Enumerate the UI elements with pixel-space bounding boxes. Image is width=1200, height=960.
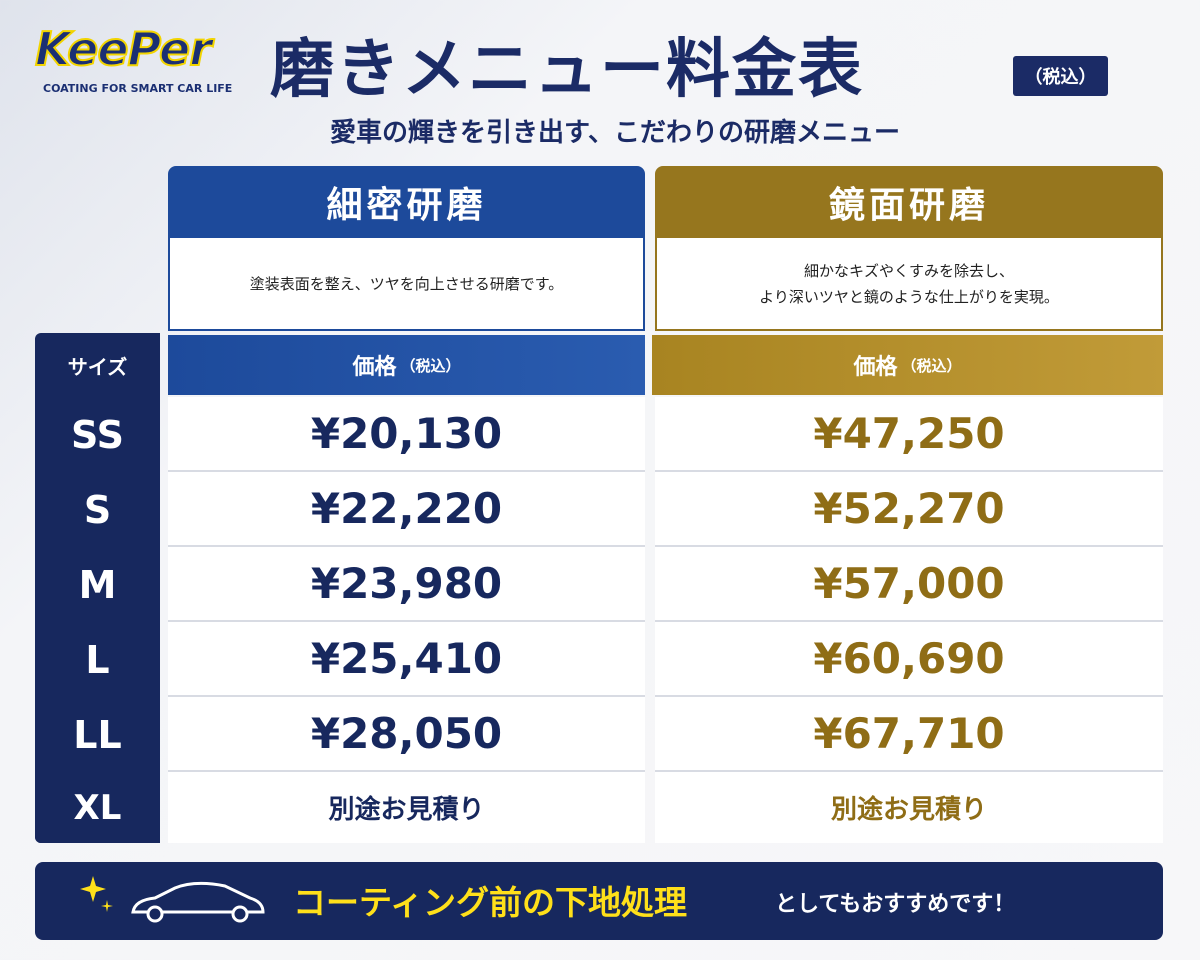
size-label: M <box>35 547 160 622</box>
price-cell: 別途お見積り <box>168 772 645 843</box>
price-cell: ¥52,270 <box>655 472 1163 547</box>
price-cell: ¥28,050 <box>168 697 645 772</box>
column-description: 塗装表面を整え、ツヤを向上させる研磨です。 <box>168 238 645 331</box>
footer-highlight: コーティング前の下地処理 <box>293 883 688 922</box>
tax-badge: （税込） <box>1013 56 1108 96</box>
logo: KeePer <box>34 21 213 77</box>
price-cell: ¥20,130 <box>168 397 645 472</box>
price-cell: ¥57,000 <box>655 547 1163 622</box>
size-label: XL <box>35 772 160 843</box>
size-label: S <box>35 472 160 547</box>
price-header: 価格 （税込） <box>652 335 1163 395</box>
price-header: 価格 （税込） <box>168 335 645 395</box>
price-note: （税込） <box>400 356 461 375</box>
description-line: 細かなキズやくすみを除去し、 <box>803 261 1014 280</box>
price-label: 価格 <box>853 355 898 380</box>
price-cell: ¥22,220 <box>168 472 645 547</box>
price-note: （税込） <box>901 356 962 375</box>
size-header: サイズ <box>67 354 128 379</box>
column-name: 細密研磨 <box>168 166 645 238</box>
price-cell: ¥23,980 <box>168 547 645 622</box>
size-label: L <box>35 622 160 697</box>
description-line: 塗装表面を整え、ツヤを向上させる研磨です。 <box>249 274 564 293</box>
price-cell: ¥25,410 <box>168 622 645 697</box>
size-label: SS <box>35 397 160 472</box>
price-cell: 別途お見積り <box>655 772 1163 843</box>
title: 磨きメニュー料金表 <box>270 33 864 107</box>
description-line: より深いツヤと鏡のような仕上がりを実現。 <box>759 287 1059 306</box>
logo-tagline: COATING FOR SMART CAR LIFE <box>43 82 233 95</box>
footer-text: としてもおすすめです！ <box>775 892 1016 917</box>
footer-banner <box>35 862 1163 940</box>
price-label: 価格 <box>352 355 397 380</box>
price-cell: ¥60,690 <box>655 622 1163 697</box>
price-cell: ¥67,710 <box>655 697 1163 772</box>
column-name: 鏡面研磨 <box>655 166 1163 238</box>
price-cell: ¥47,250 <box>655 397 1163 472</box>
size-label: LL <box>35 697 160 772</box>
column-description: 細かなキズやくすみを除去し、より深いツヤと鏡のような仕上がりを実現。 <box>655 238 1163 331</box>
car-icon <box>80 876 265 923</box>
subtitle: 愛車の輝きを引き出す、こだわりの研磨メニュー <box>330 118 900 148</box>
